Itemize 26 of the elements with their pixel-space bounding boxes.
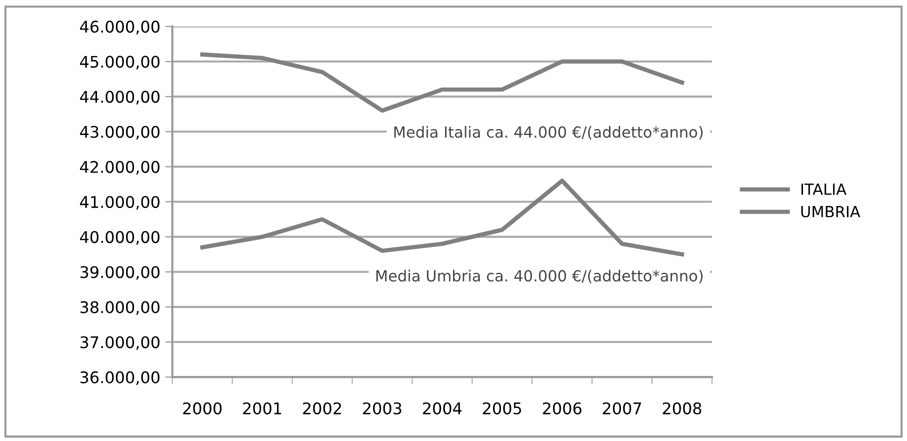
y-tick-label: 39.000,00 (80, 266, 160, 280)
y-tick-label: 40.000,00 (80, 231, 160, 245)
y-tick-label: 42.000,00 (80, 160, 160, 175)
x-tick-label: 2008 (662, 402, 702, 414)
legend-label: ITALIA (801, 184, 846, 195)
x-tick-label: 2007 (602, 402, 642, 414)
legend-label: UMBRIA (801, 206, 860, 218)
x-tick-label: 2002 (303, 402, 341, 414)
y-tick-label: 38.000,00 (80, 301, 160, 315)
annotation: Media Italia ca. 44.000 €/(addetto*anno) (394, 126, 703, 140)
y-tick-label: 44.000,00 (80, 90, 160, 105)
y-tick-label: 46.000,00 (80, 20, 160, 34)
line-series (200, 178, 684, 256)
x-tick-label: 2004 (423, 402, 462, 414)
y-tick-label: 41.000,00 (80, 196, 160, 210)
annotation: Media Umbria ca. 40.000 €/(addetto*anno) (376, 270, 703, 284)
x-tick-label: 2001 (243, 402, 282, 414)
x-tick-label: 2005 (482, 402, 522, 414)
y-tick-label: 36.000,00 (80, 371, 160, 385)
x-tick-label: 2000 (183, 402, 222, 414)
y-tick-label: 43.000,00 (80, 126, 160, 140)
line-series (200, 52, 684, 113)
y-tick-label: 45.000,00 (80, 56, 160, 70)
x-tick-label: 2006 (542, 402, 582, 414)
y-tick-label: 37.000,00 (80, 336, 160, 350)
x-tick-label: 2003 (363, 402, 402, 414)
